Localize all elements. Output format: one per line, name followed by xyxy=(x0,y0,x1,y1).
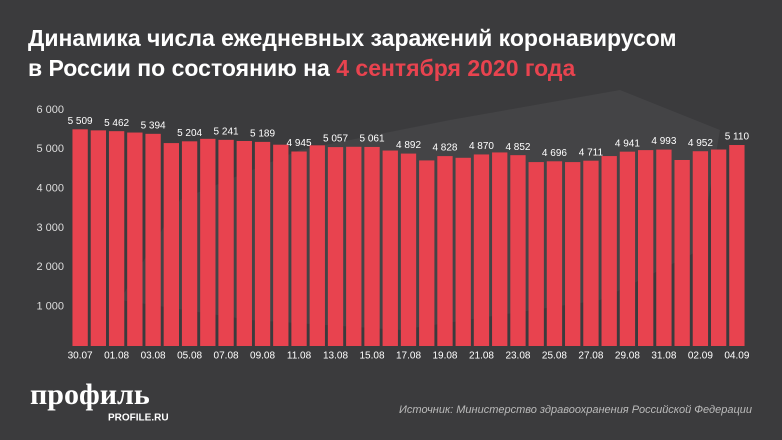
logo: профиль xyxy=(30,378,150,411)
x-tick-label: 03.08 xyxy=(141,351,166,362)
x-tick-label: 29.08 xyxy=(615,351,640,362)
x-tick-label: 19.08 xyxy=(432,351,457,362)
bar xyxy=(583,160,599,346)
value-label: 4 993 xyxy=(651,136,676,147)
bar xyxy=(674,159,690,346)
y-tick-label: 5 000 xyxy=(36,143,64,155)
logo-site: PROFILE.RU xyxy=(108,413,169,424)
y-tick-label: 6 000 xyxy=(36,104,64,116)
value-label: 5 509 xyxy=(68,116,93,127)
value-label: 4 952 xyxy=(688,138,713,149)
x-tick-label: 04.09 xyxy=(724,351,749,362)
bar xyxy=(638,150,654,346)
bar xyxy=(528,162,544,346)
bar xyxy=(163,143,179,346)
bar xyxy=(382,150,398,346)
bar xyxy=(200,138,216,346)
bar xyxy=(254,141,271,346)
x-tick-label: 02.09 xyxy=(688,351,713,362)
bar xyxy=(346,146,362,346)
bar xyxy=(327,147,344,346)
bar xyxy=(236,140,252,346)
bar xyxy=(455,157,471,346)
value-label: 5 462 xyxy=(104,118,129,129)
bar xyxy=(309,145,325,346)
bar xyxy=(565,162,581,346)
bar xyxy=(729,145,745,346)
x-tick-label: 09.08 xyxy=(250,351,275,362)
bar xyxy=(619,151,636,346)
x-tick-label: 13.08 xyxy=(323,351,348,362)
bar xyxy=(710,149,727,346)
bar xyxy=(108,131,125,346)
value-label: 5 241 xyxy=(214,126,239,137)
bar xyxy=(473,154,490,346)
x-tick-label: 01.08 xyxy=(104,351,129,362)
value-label: 5 394 xyxy=(141,120,166,131)
bar xyxy=(181,141,198,346)
x-tick-label: 23.08 xyxy=(505,351,530,362)
y-tick-label: 1 000 xyxy=(36,301,64,313)
bar xyxy=(145,133,161,346)
y-tick-label: 4 000 xyxy=(36,183,64,195)
bar xyxy=(437,156,453,346)
value-label: 4 941 xyxy=(615,138,640,149)
x-tick-label: 07.08 xyxy=(214,351,239,362)
x-tick-label: 27.08 xyxy=(578,351,603,362)
bar xyxy=(72,129,88,346)
bar xyxy=(90,130,107,346)
x-tick-label: 25.08 xyxy=(542,351,567,362)
bar xyxy=(400,153,417,346)
value-label: 4 828 xyxy=(432,143,457,154)
x-tick-label: 11.08 xyxy=(287,351,312,362)
bar xyxy=(291,151,307,346)
bar xyxy=(419,160,435,346)
value-label: 5 189 xyxy=(250,129,275,140)
value-label: 4 892 xyxy=(396,140,421,151)
title-line: в России по состоянию на xyxy=(28,55,330,81)
y-tick-label: 2 000 xyxy=(36,261,64,273)
value-label: 4 711 xyxy=(579,147,604,158)
x-tick-label: 15.08 xyxy=(359,351,384,362)
source: Источник: Министерство здравоохранения Р… xyxy=(399,404,752,416)
value-label: 5 110 xyxy=(725,132,750,143)
chart-title: Динамика числа ежедневных заражений коро… xyxy=(28,25,677,51)
x-tick-label: 17.08 xyxy=(396,351,421,362)
bar xyxy=(218,139,234,346)
y-tick-label: 3 000 xyxy=(36,222,64,234)
bar xyxy=(273,144,289,346)
value-label: 5 061 xyxy=(359,134,384,145)
bar xyxy=(492,152,508,346)
x-tick-label: 21.08 xyxy=(469,351,494,362)
x-tick-label: 05.08 xyxy=(177,351,202,362)
value-label: 5 204 xyxy=(177,128,202,139)
bar xyxy=(510,155,526,346)
x-tick-label: 31.08 xyxy=(651,351,676,362)
bar xyxy=(692,151,709,346)
value-label: 4 945 xyxy=(287,138,312,149)
value-label: 5 057 xyxy=(323,134,348,145)
bar xyxy=(656,149,672,346)
title-highlight: 4 сентября 2020 года xyxy=(336,55,575,81)
chart-title: в России по состоянию на 4 сентября 2020… xyxy=(28,55,576,81)
value-label: 4 870 xyxy=(469,141,494,152)
bar xyxy=(127,132,143,346)
bar xyxy=(364,146,380,346)
value-label: 4 852 xyxy=(505,142,530,153)
x-tick-label: 30.07 xyxy=(68,351,93,362)
bar xyxy=(546,161,563,346)
value-label: 4 696 xyxy=(542,148,567,159)
bar xyxy=(601,156,617,346)
